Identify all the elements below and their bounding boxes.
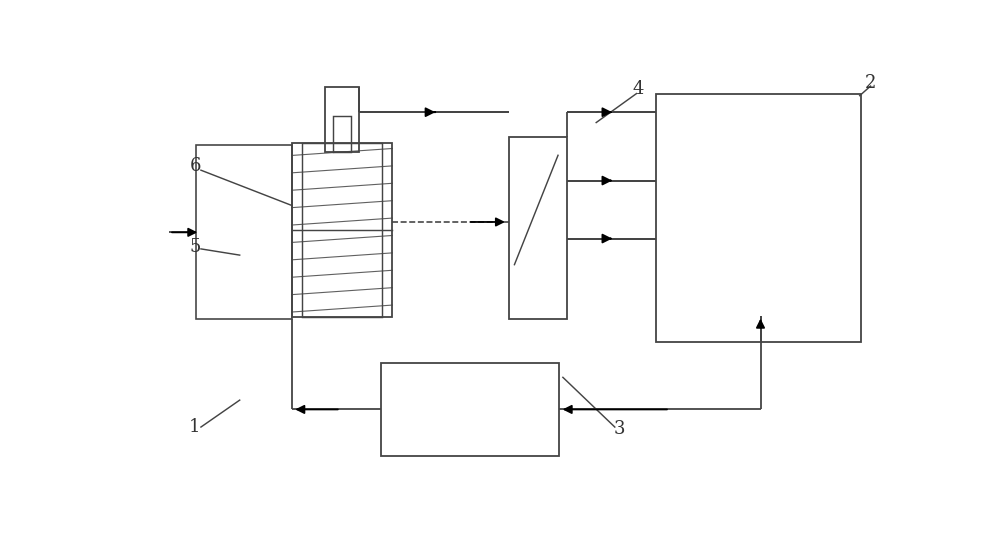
Bar: [325, 87, 359, 152]
Text: 3: 3: [613, 420, 625, 438]
Text: 4: 4: [633, 80, 644, 98]
Bar: [656, 94, 861, 342]
Bar: [302, 143, 382, 317]
Bar: [381, 363, 559, 456]
Bar: [509, 137, 567, 320]
Text: 6: 6: [189, 157, 201, 175]
Text: 2: 2: [865, 74, 876, 92]
Bar: [333, 116, 351, 152]
Text: 1: 1: [189, 418, 200, 436]
Text: 5: 5: [189, 238, 201, 256]
Bar: [292, 143, 392, 317]
Bar: [196, 145, 292, 320]
